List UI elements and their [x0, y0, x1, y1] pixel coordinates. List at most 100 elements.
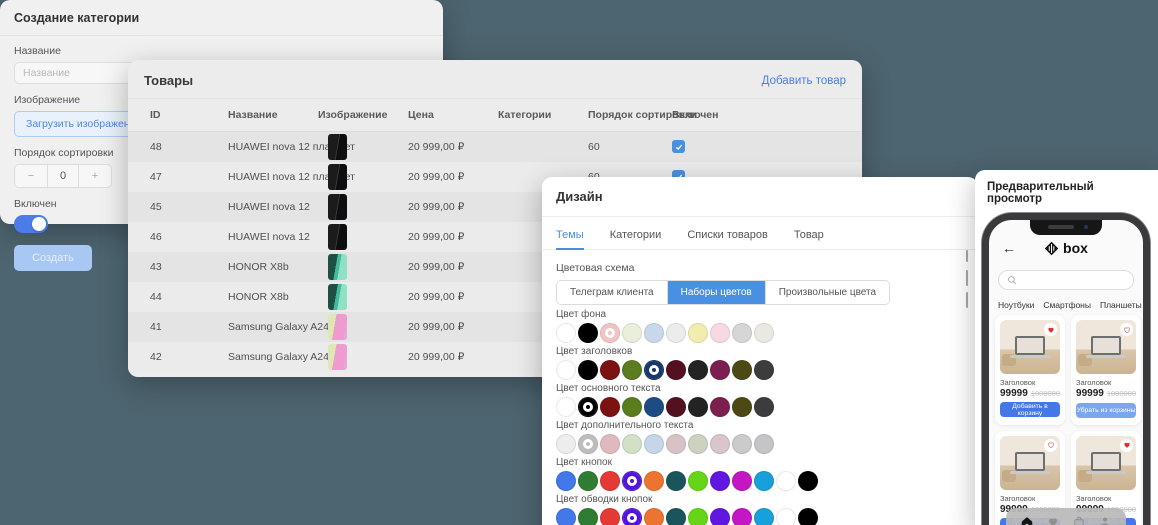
cell-name: HUAWEI nova 12 — [228, 231, 310, 243]
cart-icon[interactable] — [1073, 516, 1085, 525]
color-swatch[interactable] — [578, 323, 598, 343]
color-swatch[interactable] — [754, 323, 774, 343]
color-swatch[interactable] — [754, 397, 774, 417]
color-swatch[interactable] — [600, 434, 620, 454]
color-swatch[interactable] — [732, 508, 752, 525]
color-swatch[interactable] — [688, 397, 708, 417]
color-swatch[interactable] — [666, 397, 686, 417]
color-swatch[interactable] — [622, 397, 642, 417]
color-swatch[interactable] — [776, 471, 796, 491]
color-group: Цвет заголовков — [556, 346, 964, 380]
scheme-option[interactable]: Произвольные цвета — [765, 281, 890, 304]
color-swatch[interactable] — [600, 360, 620, 380]
search-input[interactable] — [998, 270, 1134, 290]
color-swatch[interactable] — [644, 397, 664, 417]
color-swatch[interactable] — [732, 323, 752, 343]
color-swatch[interactable] — [666, 471, 686, 491]
heart-filled-icon — [1123, 442, 1130, 448]
back-arrow-icon[interactable]: ← — [1002, 240, 1016, 256]
color-swatch[interactable] — [578, 508, 598, 525]
category-tab[interactable]: Смартфоны — [1043, 300, 1091, 310]
nav-heart[interactable] — [1047, 516, 1059, 525]
tab-Категории[interactable]: Категории — [609, 229, 662, 241]
cart-action-button[interactable]: Убрать из корзины — [1076, 403, 1137, 418]
color-swatch[interactable] — [600, 508, 620, 525]
color-swatch[interactable] — [556, 508, 576, 525]
color-swatch[interactable] — [600, 397, 620, 417]
color-swatch[interactable] — [754, 434, 774, 454]
color-swatch[interactable] — [622, 434, 642, 454]
color-swatch[interactable] — [666, 360, 686, 380]
color-swatch[interactable] — [688, 434, 708, 454]
color-swatch[interactable] — [578, 397, 598, 417]
nav-cart[interactable] — [1073, 516, 1085, 525]
color-swatch[interactable] — [666, 434, 686, 454]
favorite-button[interactable] — [1120, 438, 1134, 452]
home-icon[interactable] — [1021, 516, 1033, 525]
heart-icon[interactable] — [1047, 516, 1059, 525]
scheme-option[interactable]: Наборы цветов — [667, 281, 766, 304]
stepper-increment-button[interactable]: + — [91, 170, 99, 182]
nav-profile[interactable] — [1099, 516, 1111, 525]
profile-icon[interactable] — [1099, 516, 1111, 525]
color-swatch[interactable] — [578, 471, 598, 491]
add-product-link[interactable]: Добавить товар — [761, 74, 846, 87]
color-swatch[interactable] — [556, 434, 576, 454]
tab-Списки товаров[interactable]: Списки товаров — [687, 229, 768, 241]
color-swatch[interactable] — [644, 434, 664, 454]
color-swatch[interactable] — [622, 323, 642, 343]
color-swatch[interactable] — [710, 508, 730, 525]
color-swatch[interactable] — [666, 323, 686, 343]
color-swatch[interactable] — [798, 471, 818, 491]
color-swatch[interactable] — [798, 508, 818, 525]
color-swatch[interactable] — [710, 360, 730, 380]
color-swatch[interactable] — [556, 360, 576, 380]
category-tab[interactable]: Планшеты — [1099, 300, 1142, 310]
color-swatch[interactable] — [710, 323, 730, 343]
color-swatch[interactable] — [688, 360, 708, 380]
color-swatch[interactable] — [732, 434, 752, 454]
cart-action-button[interactable]: Добавить в корзину — [1000, 402, 1061, 417]
color-swatch[interactable] — [556, 323, 576, 343]
color-swatch[interactable] — [622, 360, 642, 380]
favorite-button[interactable] — [1044, 323, 1058, 336]
color-swatch[interactable] — [688, 471, 708, 491]
color-swatch[interactable] — [776, 508, 796, 525]
enabled-toggle[interactable] — [14, 215, 48, 233]
enabled-checkbox[interactable] — [672, 140, 685, 154]
stepper-value[interactable]: 0 — [47, 165, 79, 187]
color-swatch[interactable] — [666, 508, 686, 525]
color-swatch[interactable] — [710, 397, 730, 417]
color-swatch[interactable] — [556, 471, 576, 491]
color-swatch[interactable] — [556, 397, 576, 417]
color-swatch[interactable] — [644, 508, 664, 525]
favorite-button[interactable] — [1044, 438, 1058, 452]
color-swatch[interactable] — [754, 508, 774, 525]
tab-Товар[interactable]: Товар — [793, 229, 824, 241]
color-swatch[interactable] — [600, 323, 620, 343]
tab-Темы[interactable]: Темы — [556, 225, 584, 250]
color-swatch[interactable] — [732, 360, 752, 380]
color-swatch[interactable] — [578, 360, 598, 380]
color-swatch[interactable] — [600, 471, 620, 491]
color-swatch[interactable] — [622, 508, 642, 525]
scheme-option[interactable]: Телеграм клиента — [557, 281, 668, 304]
create-button[interactable]: Создать — [14, 245, 92, 271]
stepper-decrement-button[interactable]: − — [27, 170, 35, 182]
color-swatch[interactable] — [732, 471, 752, 491]
color-swatch[interactable] — [710, 471, 730, 491]
color-swatch[interactable] — [644, 471, 664, 491]
color-swatch[interactable] — [578, 434, 598, 454]
category-tab[interactable]: Ноутбуки — [998, 300, 1035, 310]
color-swatch[interactable] — [754, 471, 774, 491]
color-swatch[interactable] — [644, 323, 664, 343]
favorite-button[interactable] — [1120, 323, 1134, 336]
color-swatch[interactable] — [688, 323, 708, 343]
color-swatch[interactable] — [622, 471, 642, 491]
color-swatch[interactable] — [732, 397, 752, 417]
color-swatch[interactable] — [644, 360, 664, 380]
color-swatch[interactable] — [688, 508, 708, 525]
color-swatch[interactable] — [710, 434, 730, 454]
nav-home[interactable] — [1021, 516, 1033, 525]
color-swatch[interactable] — [754, 360, 774, 380]
